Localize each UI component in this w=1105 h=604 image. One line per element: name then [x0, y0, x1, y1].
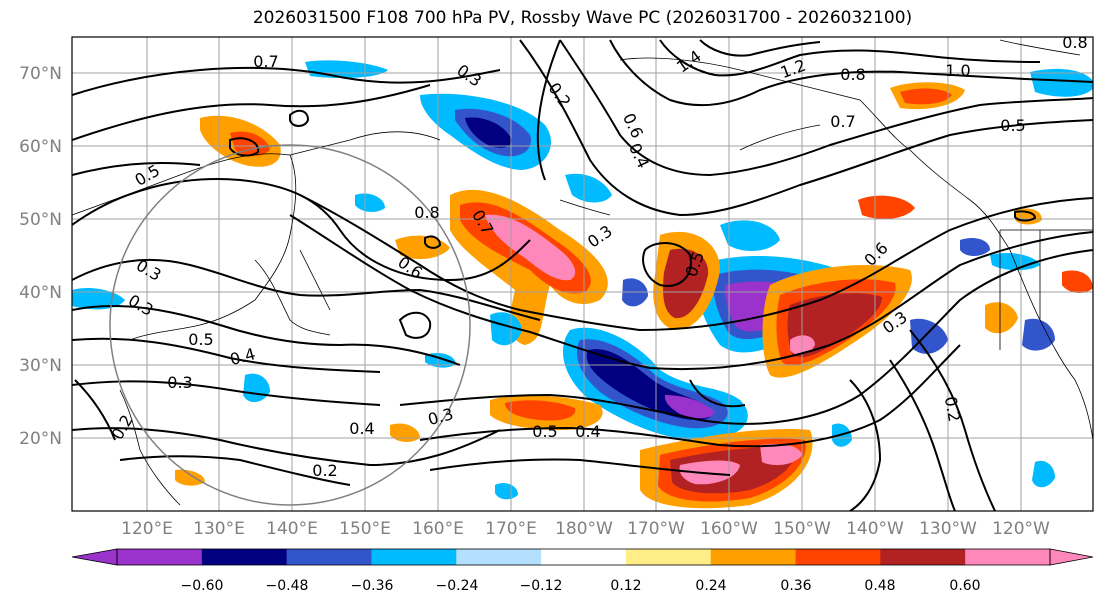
- lon-label: 160°E: [412, 519, 464, 539]
- colorbar-segment: [880, 549, 966, 565]
- colorbar-border: [116, 548, 1051, 566]
- lat-label: 50°N: [19, 210, 62, 230]
- reference-circle: [109, 144, 471, 506]
- lat-label: 70°N: [19, 64, 62, 84]
- colorbar-segment: [201, 549, 288, 565]
- colorbar-tick: −0.12: [520, 578, 563, 594]
- latitude-labels: 70°N 60°N 50°N 40°N 30°N 20°N: [19, 64, 62, 449]
- lat-label: 30°N: [19, 356, 62, 376]
- lon-label: 170°W: [627, 519, 685, 539]
- lon-label: 140°E: [266, 519, 318, 539]
- colorbar: [71, 548, 1094, 566]
- pv-contours: [72, 39, 1093, 511]
- colorbar-tick: 0.60: [949, 578, 980, 594]
- colorbar-segment: [456, 549, 542, 565]
- colorbar-segment: [795, 549, 881, 565]
- contour-label: 0.8: [414, 203, 439, 222]
- colorbar-tick: −0.24: [436, 578, 479, 594]
- lon-label: 180°W: [555, 519, 613, 539]
- lon-label: 170°E: [485, 519, 537, 539]
- contour-label: 0.7: [830, 112, 855, 131]
- contour-label: 0.5: [188, 330, 213, 349]
- coastlines: [72, 39, 1093, 506]
- lat-label: 20°N: [19, 429, 62, 449]
- colorbar-segment: [117, 549, 203, 565]
- colorbar-tick: 0.12: [610, 578, 641, 594]
- contour-label: 0.4: [575, 422, 600, 441]
- contour-label: 1.0: [945, 61, 970, 80]
- lon-label: 150°E: [339, 519, 391, 539]
- lat-label: 40°N: [19, 283, 62, 303]
- colorbar-extend-max: [1049, 548, 1094, 566]
- colorbar-segment: [286, 549, 372, 565]
- contour-label: 0.4: [349, 419, 374, 438]
- colorbar-tick: 0.48: [864, 578, 895, 594]
- lon-label: 120°E: [121, 519, 173, 539]
- contour-label: 0.8: [1062, 33, 1087, 52]
- colorbar-extend-min: [71, 548, 118, 566]
- contour-label: 0.2: [312, 461, 337, 480]
- lat-label: 60°N: [19, 137, 62, 157]
- contour-labels: 0.7 0.3 0.2 0.6 0.4 1.4 1.2 0.8 1.0 0.5 …: [108, 33, 1088, 480]
- contour-label: 0.2: [941, 395, 964, 423]
- colorbar-tick: 0.24: [695, 578, 726, 594]
- contour-label: 0.8: [840, 65, 865, 84]
- colorbar-tick: −0.36: [351, 578, 394, 594]
- lon-label: 140°W: [846, 519, 904, 539]
- colorbar-tick: 0.36: [780, 578, 811, 594]
- colorbar-tick: −0.60: [181, 578, 224, 594]
- colorbar-tick-labels: −0.60 −0.48 −0.36 −0.24 −0.12 0.12 0.24 …: [181, 578, 981, 594]
- contour-label: 0.7: [253, 52, 278, 71]
- pc-anomaly-shading: [72, 60, 1093, 509]
- colorbar-segment: [710, 549, 797, 565]
- map-border: [71, 36, 1094, 512]
- contour-label: 0.5: [1000, 116, 1025, 135]
- colorbar-segment: [541, 549, 627, 565]
- lon-label: 120°W: [992, 519, 1050, 539]
- colorbar-segment: [965, 549, 1051, 565]
- colorbar-segment: [625, 549, 712, 565]
- colorbar-segment: [371, 549, 457, 565]
- lon-label: 150°W: [773, 519, 831, 539]
- longitude-labels: 120°E 130°E 140°E 150°E 160°E 170°E 180°…: [121, 519, 1050, 539]
- colorbar-tick: −0.48: [266, 578, 309, 594]
- lon-label: 130°W: [919, 519, 977, 539]
- contour-label: 0.5: [532, 422, 557, 441]
- lon-label: 130°E: [193, 519, 245, 539]
- lon-label: 160°W: [700, 519, 758, 539]
- contour-label: 0.3: [167, 373, 192, 392]
- map-title: 2026031500 F108 700 hPa PV, Rossby Wave …: [252, 8, 913, 28]
